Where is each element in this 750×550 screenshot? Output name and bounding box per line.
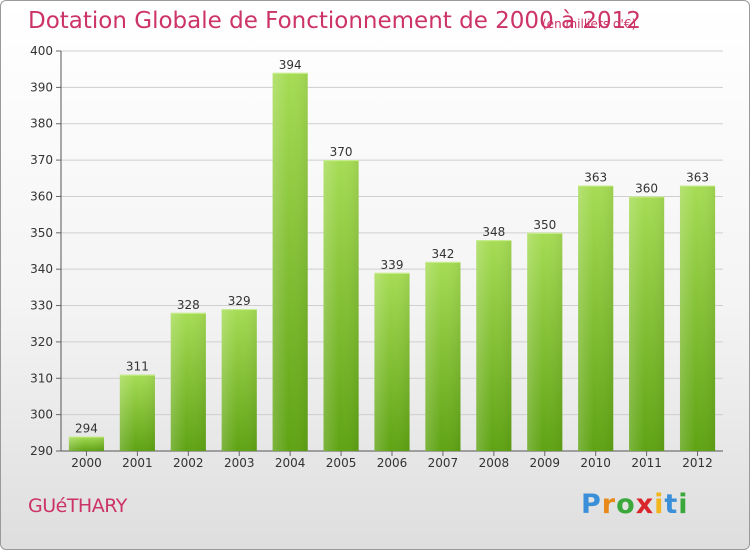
data-label-2002: 328 <box>177 298 200 312</box>
y-tick-label: 330 <box>30 299 53 313</box>
logo-letter: i <box>654 489 665 520</box>
data-label-2003: 329 <box>228 294 251 308</box>
x-tick-label-2009: 2009 <box>529 456 560 470</box>
y-tick-label: 370 <box>30 153 53 167</box>
y-tick-label: 380 <box>30 117 53 131</box>
bar-shine-2007 <box>425 261 461 451</box>
x-tick-label-2003: 2003 <box>224 456 255 470</box>
x-tick-label-2012: 2012 <box>682 456 713 470</box>
x-tick-label-2007: 2007 <box>428 456 459 470</box>
label-layer: 290 300 310 320 330 340 350 360 370 380 390 400 294 2… <box>30 44 713 470</box>
bar-shine-2003 <box>221 309 257 451</box>
x-tick-label-2006: 2006 <box>377 456 408 470</box>
logo-letter: r <box>601 489 617 520</box>
y-tick-label: 390 <box>30 80 53 94</box>
bar-shine-2012 <box>679 185 716 451</box>
y-tick-label: 300 <box>30 408 53 422</box>
y-tick-label: 320 <box>30 335 53 349</box>
x-tick-label-2004: 2004 <box>275 456 306 470</box>
chart-title: Dotation Globale de Fonctionnement de 20… <box>28 8 641 34</box>
data-label-2006: 339 <box>381 258 404 272</box>
logo-letter: o <box>616 489 636 520</box>
chart-unit: (en milliers d'€) <box>542 17 637 31</box>
data-label-2005: 370 <box>330 145 353 159</box>
y-tick-label: 350 <box>30 226 53 240</box>
x-tick-label-2010: 2010 <box>580 456 611 470</box>
y-tick-label: 290 <box>30 444 53 458</box>
bar-shine-2010 <box>578 185 614 451</box>
bar-shine-2011 <box>629 196 665 451</box>
x-tick-label-2001: 2001 <box>122 456 153 470</box>
bar-shine-2000 <box>68 436 105 451</box>
y-tick-label: 310 <box>30 371 53 385</box>
y-tick-label: 400 <box>30 44 53 58</box>
logo-letter: P <box>581 489 602 520</box>
bar-shine-2002 <box>170 312 206 451</box>
data-label-2001: 311 <box>126 360 149 374</box>
data-label-2000: 294 <box>75 421 98 435</box>
x-tick-label-2002: 2002 <box>173 456 204 470</box>
bar-shine-2008 <box>476 240 512 451</box>
bar-shine-2001 <box>119 374 155 451</box>
bar-shine-2009 <box>527 232 563 451</box>
proxiti-logo[interactable]: Proxiti <box>581 489 689 520</box>
data-label-2010: 363 <box>584 171 607 185</box>
bar-shine-2006 <box>374 272 410 451</box>
x-tick-label-2011: 2011 <box>631 456 662 470</box>
data-label-2007: 342 <box>431 247 454 261</box>
data-label-2008: 348 <box>482 225 505 239</box>
data-label-2009: 350 <box>533 218 556 232</box>
bar-shine-2005 <box>323 160 359 451</box>
data-label-2004: 394 <box>279 58 302 72</box>
data-label-2012: 363 <box>686 171 709 185</box>
logo-letter: t <box>664 489 679 520</box>
x-tick-label-2000: 2000 <box>71 456 102 470</box>
data-label-2011: 360 <box>635 181 658 195</box>
x-tick-label-2005: 2005 <box>326 456 357 470</box>
y-tick-label: 340 <box>30 262 53 276</box>
x-tick-label-2008: 2008 <box>479 456 510 470</box>
logo-letter: i <box>678 489 689 520</box>
y-tick-label: 360 <box>30 189 53 203</box>
logo-letter: x <box>635 489 655 520</box>
bar-layer <box>68 72 716 452</box>
bar-shine-2004 <box>272 72 308 452</box>
place-name: GUéTHARY <box>28 495 127 517</box>
